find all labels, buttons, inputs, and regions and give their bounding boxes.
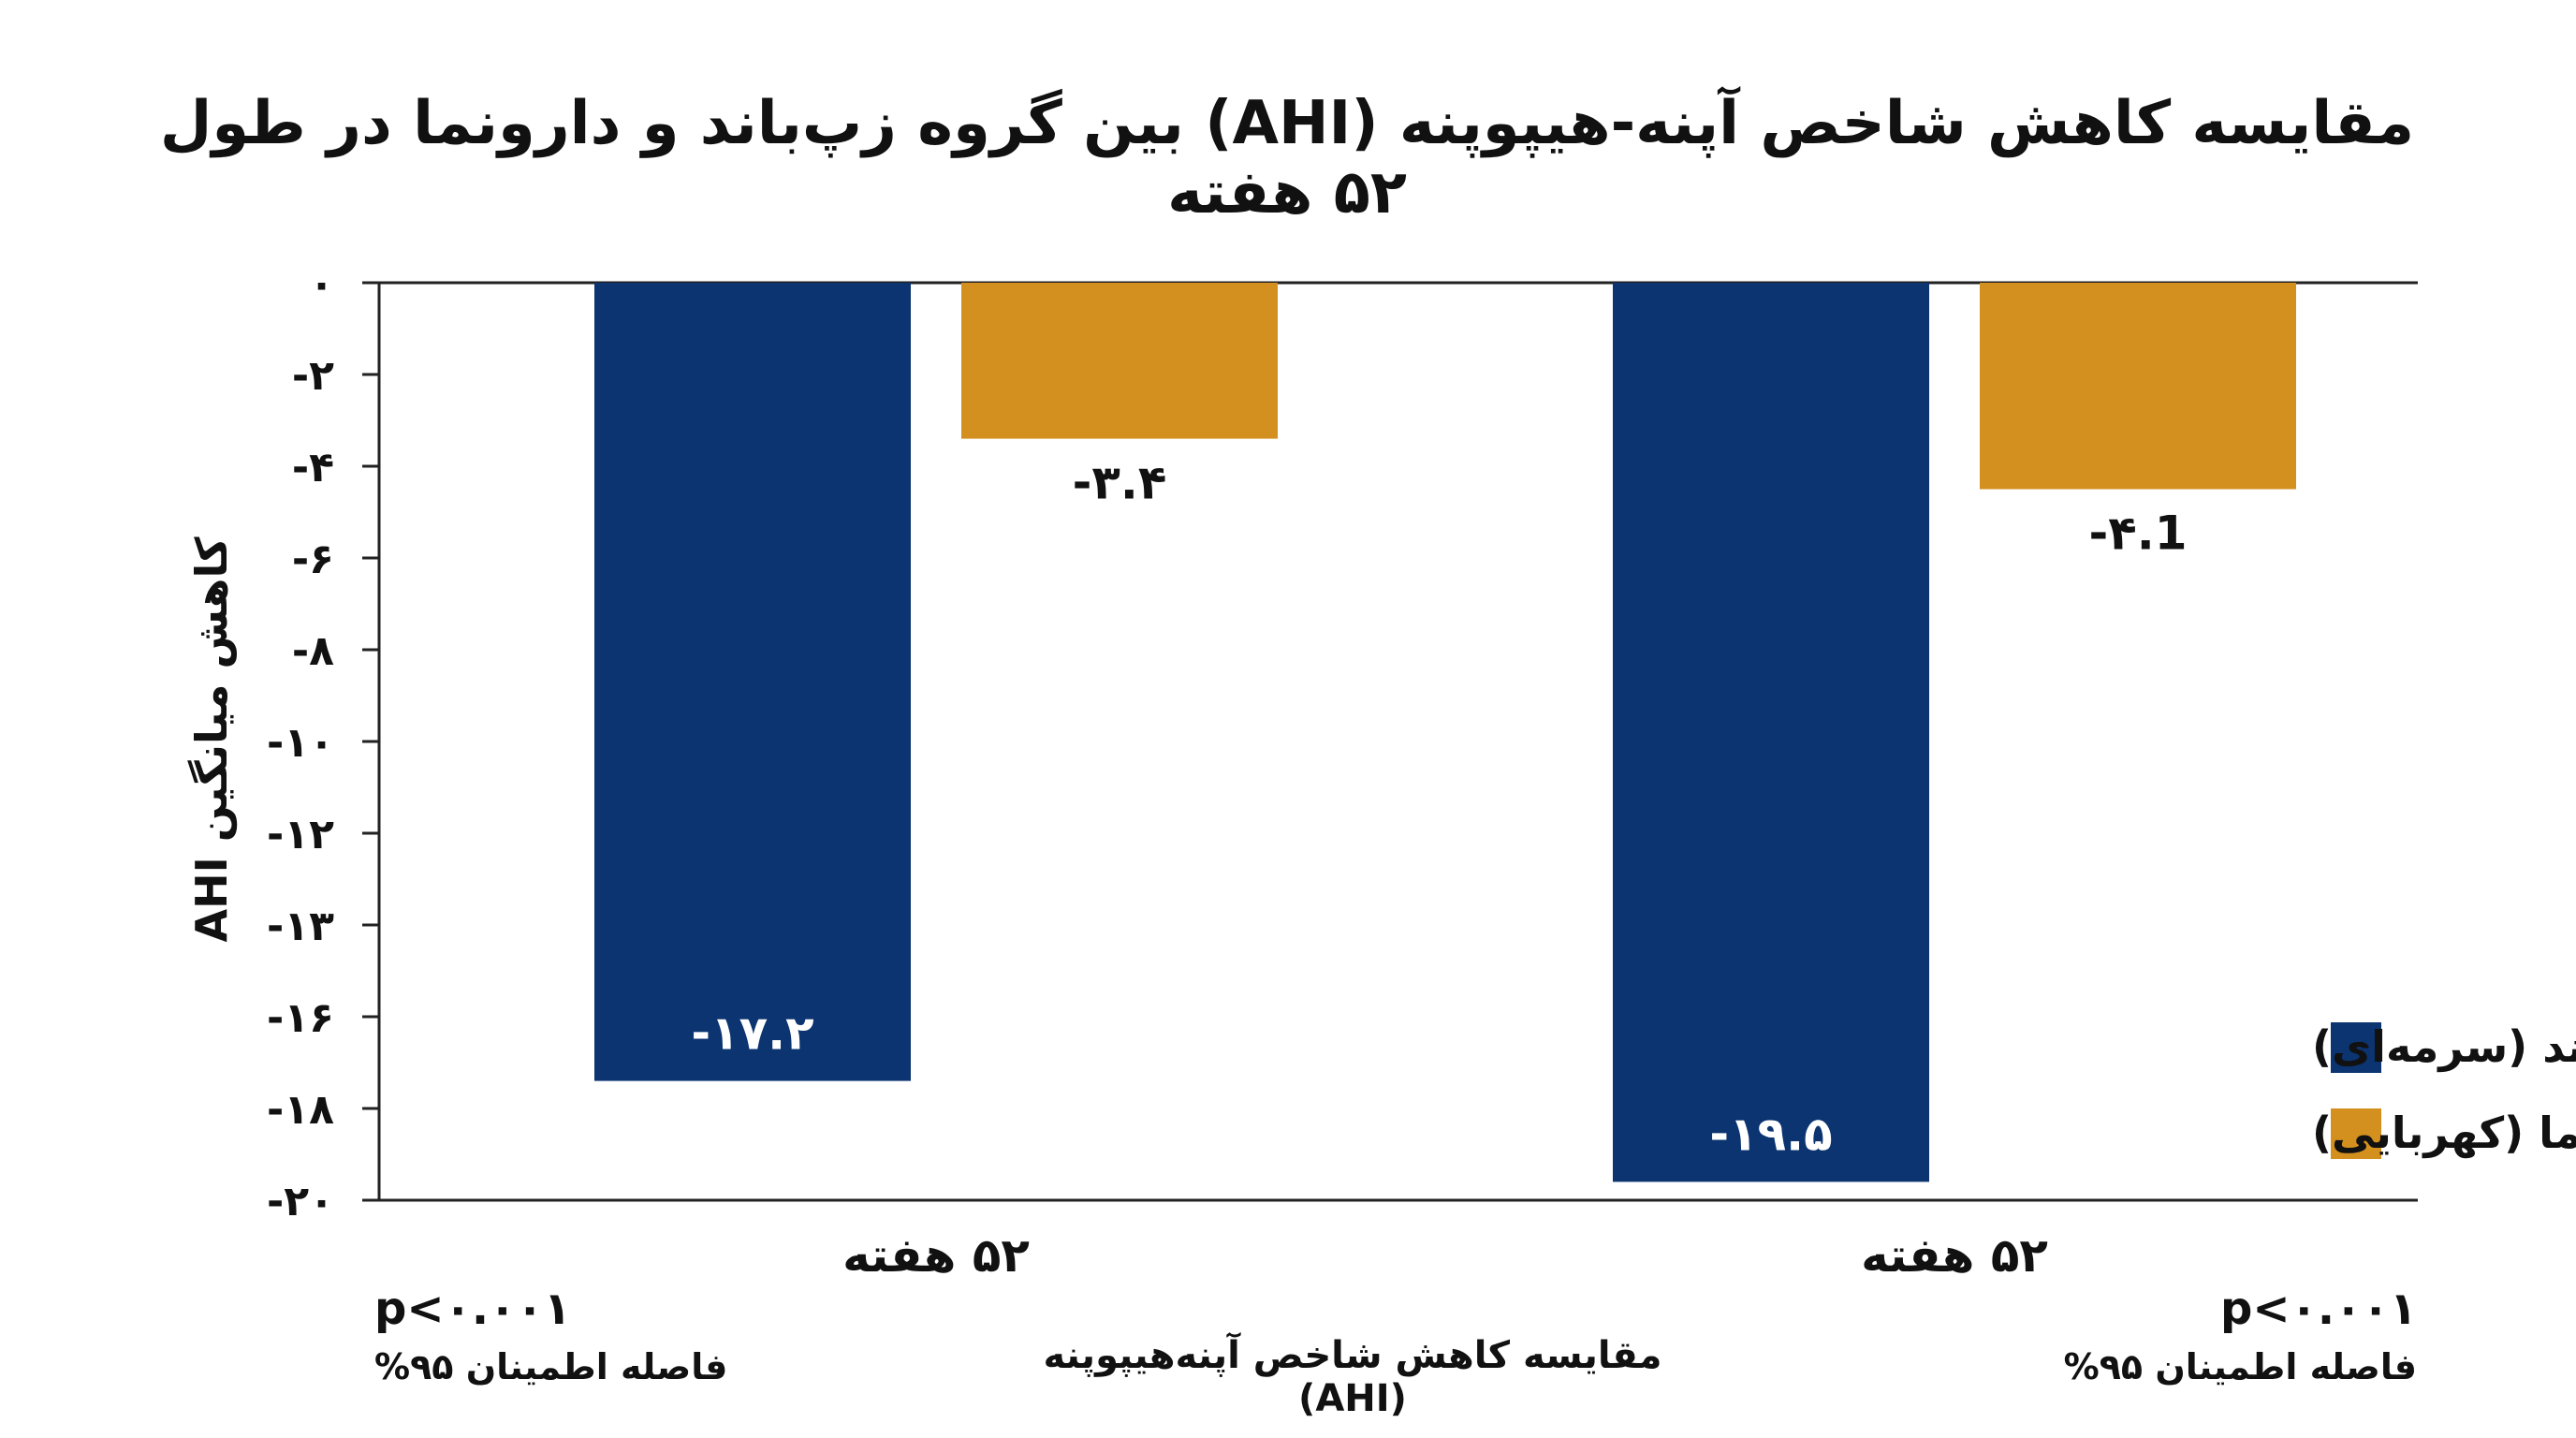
y-tick-label: ۰ (309, 260, 334, 308)
legend-label-placebo: دارونما (کهربایی) (2312, 1108, 2576, 1158)
y-tick-label: -۱۳ (267, 902, 334, 950)
legend: زپ‌باند (سرمه‌ای) دارونما (کهربایی) (2312, 1021, 2576, 1159)
data-label-placebo-2: -۴.1 (2088, 506, 2187, 561)
y-tick-label: -۶ (292, 536, 334, 583)
data-label-zepbound-2: -۱۹.۵ (1709, 1107, 1832, 1161)
chart-title: مقایسه کاهش شاخص آپنه-هیپوپنه (AHI) بین … (159, 89, 2415, 227)
legend-label-zepbound: زپ‌باند (سرمه‌ای) (2312, 1021, 2576, 1072)
y-tick-label: -۱۶ (267, 994, 334, 1042)
bar-placebo-2 (1980, 283, 2296, 490)
right-p-value: p<۰.۰۰۱ (2220, 1283, 2417, 1335)
y-tick-label: -۸ (292, 627, 334, 675)
bar-zepbound-1 (594, 283, 911, 1081)
y-tick-label: -۱۲ (267, 811, 334, 858)
legend-swatch-zepbound (2331, 1022, 2381, 1073)
x-category-label: ۵۲ هفته (1861, 1228, 2048, 1283)
right-confidence-interval: فاصله اطمینان ۹۵% (2063, 1346, 2417, 1387)
legend-swatch-placebo (2331, 1108, 2381, 1159)
data-label-zepbound-1: -۱۷.۲ (691, 1006, 813, 1061)
y-tick-label: -۲ (292, 352, 334, 400)
data-label-placebo-1: -۳.۴ (1073, 456, 1167, 510)
y-tick-label: -۱۸ (267, 1086, 334, 1134)
x-axis-categories: ۵۲ هفته ۵۲ هفته (842, 1228, 2048, 1283)
bar-zepbound-2 (1613, 283, 1929, 1182)
left-p-value: p<۰.۰۰۱ (374, 1283, 571, 1335)
bars: -۱۷.۲ -۱۹.۵ -۳.۴ -۴.1 (594, 283, 2296, 1182)
left-confidence-interval: فاصله اطمینان ۹۵% (374, 1346, 728, 1387)
x-axis-title: مقایسه کاهش شاخص آپنه‌هیپوپنه (AHI) (1043, 1334, 1662, 1420)
y-tick-label: -۴ (292, 444, 334, 492)
y-tick-label: -۲۰ (267, 1178, 334, 1225)
x-category-label: ۵۲ هفته (842, 1228, 1030, 1283)
bar-placebo-1 (961, 283, 1278, 439)
y-axis-label: کاهش میانگین AHI (186, 536, 237, 942)
y-axis-ticks: ۰ -۲ -۴ -۶ -۸ -۱۰ -۱۲ -۱۳ -۱۶ -۱۸ -۲۰ (267, 260, 379, 1225)
y-tick-label: -۱۰ (267, 719, 334, 767)
